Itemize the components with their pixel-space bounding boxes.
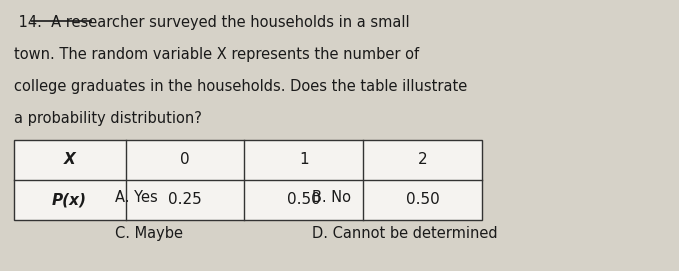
Text: college graduates in the households. Does the table illustrate: college graduates in the households. Doe… — [14, 79, 467, 94]
Text: 2: 2 — [418, 152, 428, 167]
Text: C. Maybe: C. Maybe — [115, 225, 183, 241]
Text: 1: 1 — [299, 152, 309, 167]
Text: 14.  A researcher surveyed the households in a small: 14. A researcher surveyed the households… — [14, 15, 409, 30]
Text: B. No: B. No — [312, 190, 351, 205]
Text: P(x): P(x) — [52, 192, 87, 207]
Text: town. The random variable X represents the number of: town. The random variable X represents t… — [14, 47, 419, 62]
Text: 0.25: 0.25 — [168, 192, 202, 207]
Text: A. Yes: A. Yes — [115, 190, 158, 205]
Text: 0.50: 0.50 — [287, 192, 320, 207]
Text: X: X — [64, 152, 75, 167]
Text: D. Cannot be determined: D. Cannot be determined — [312, 225, 498, 241]
Text: a probability distribution?: a probability distribution? — [14, 111, 202, 126]
Text: 0.50: 0.50 — [406, 192, 439, 207]
Bar — [14, 140, 482, 220]
Text: 0: 0 — [180, 152, 190, 167]
